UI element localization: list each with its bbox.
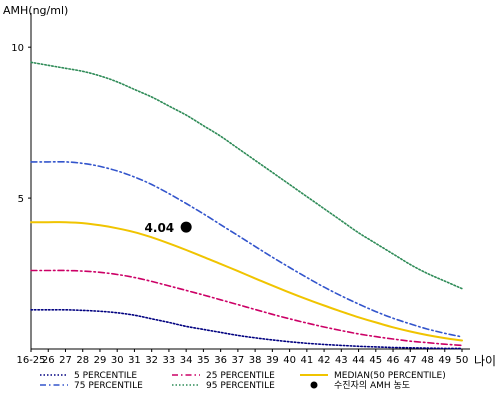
series-line-median-50-percentile <box>30 221 463 342</box>
legend-label: 5 PERCENTILE <box>74 371 137 381</box>
series-lines <box>30 61 463 350</box>
x-tick-label: 41 <box>300 355 313 366</box>
x-tick-label: 16-25 <box>16 355 45 366</box>
legend: 5 PERCENTILE 25 PERCENTILE MEDIAN(50 PERCE… <box>40 371 446 391</box>
patient-amh-value-label: 4.04 <box>145 221 175 235</box>
legend-patient-marker <box>310 381 318 389</box>
series-line-75-percentile <box>30 160 463 338</box>
x-tick-label: 26 <box>42 355 55 366</box>
y-tick-label: 5 <box>18 194 24 205</box>
x-tick-label: 35 <box>197 355 210 366</box>
legend-label: 95 PERCENTILE <box>206 381 275 391</box>
x-tick-label: 40 <box>283 355 296 366</box>
legend-label: 25 PERCENTILE <box>206 371 275 381</box>
series-line-95-percentile <box>30 61 463 290</box>
x-tick-label: 38 <box>249 355 262 366</box>
y-tick-label: 10 <box>11 43 24 54</box>
x-tick-label: 37 <box>232 355 245 366</box>
axes <box>30 13 470 350</box>
x-tick-label: 45 <box>369 355 382 366</box>
x-tick-label: 36 <box>214 355 227 366</box>
x-tick-label: 29 <box>94 355 107 366</box>
x-tick-label: 50 <box>456 355 469 366</box>
legend-label: 수진자의 AMH 농도 <box>334 380 410 391</box>
patient-amh-point <box>180 221 192 233</box>
x-tick-label: 49 <box>438 355 451 366</box>
x-tick-label: 42 <box>318 355 331 366</box>
x-tick-label: 33 <box>163 355 176 366</box>
y-ticks: 5 10 <box>11 43 31 205</box>
x-tick-label: 32 <box>145 355 158 366</box>
x-tick-label: 28 <box>76 355 89 366</box>
series-line-25-percentile <box>30 269 463 347</box>
x-tick-label: 39 <box>266 355 279 366</box>
x-tick-label: 47 <box>404 355 417 366</box>
patient-marker: 4.04 <box>145 221 192 235</box>
x-axis-label: 나이 <box>474 354 496 368</box>
x-tick-label: 46 <box>387 355 400 366</box>
x-tick-label: 43 <box>335 355 348 366</box>
x-tick-label: 27 <box>59 355 72 366</box>
legend-label: 75 PERCENTILE <box>74 381 143 391</box>
x-tick-label: 34 <box>180 355 193 366</box>
x-tick-label: 48 <box>421 355 434 366</box>
x-tick-label: 44 <box>352 355 365 366</box>
x-tick-label: 30 <box>111 355 124 366</box>
legend-label: MEDIAN(50 PERCENTILE) <box>334 371 446 381</box>
y-axis-label: AMH(ng/ml) <box>3 4 68 17</box>
x-tick-label: 31 <box>128 355 141 366</box>
series-line-5-percentile <box>30 308 463 350</box>
